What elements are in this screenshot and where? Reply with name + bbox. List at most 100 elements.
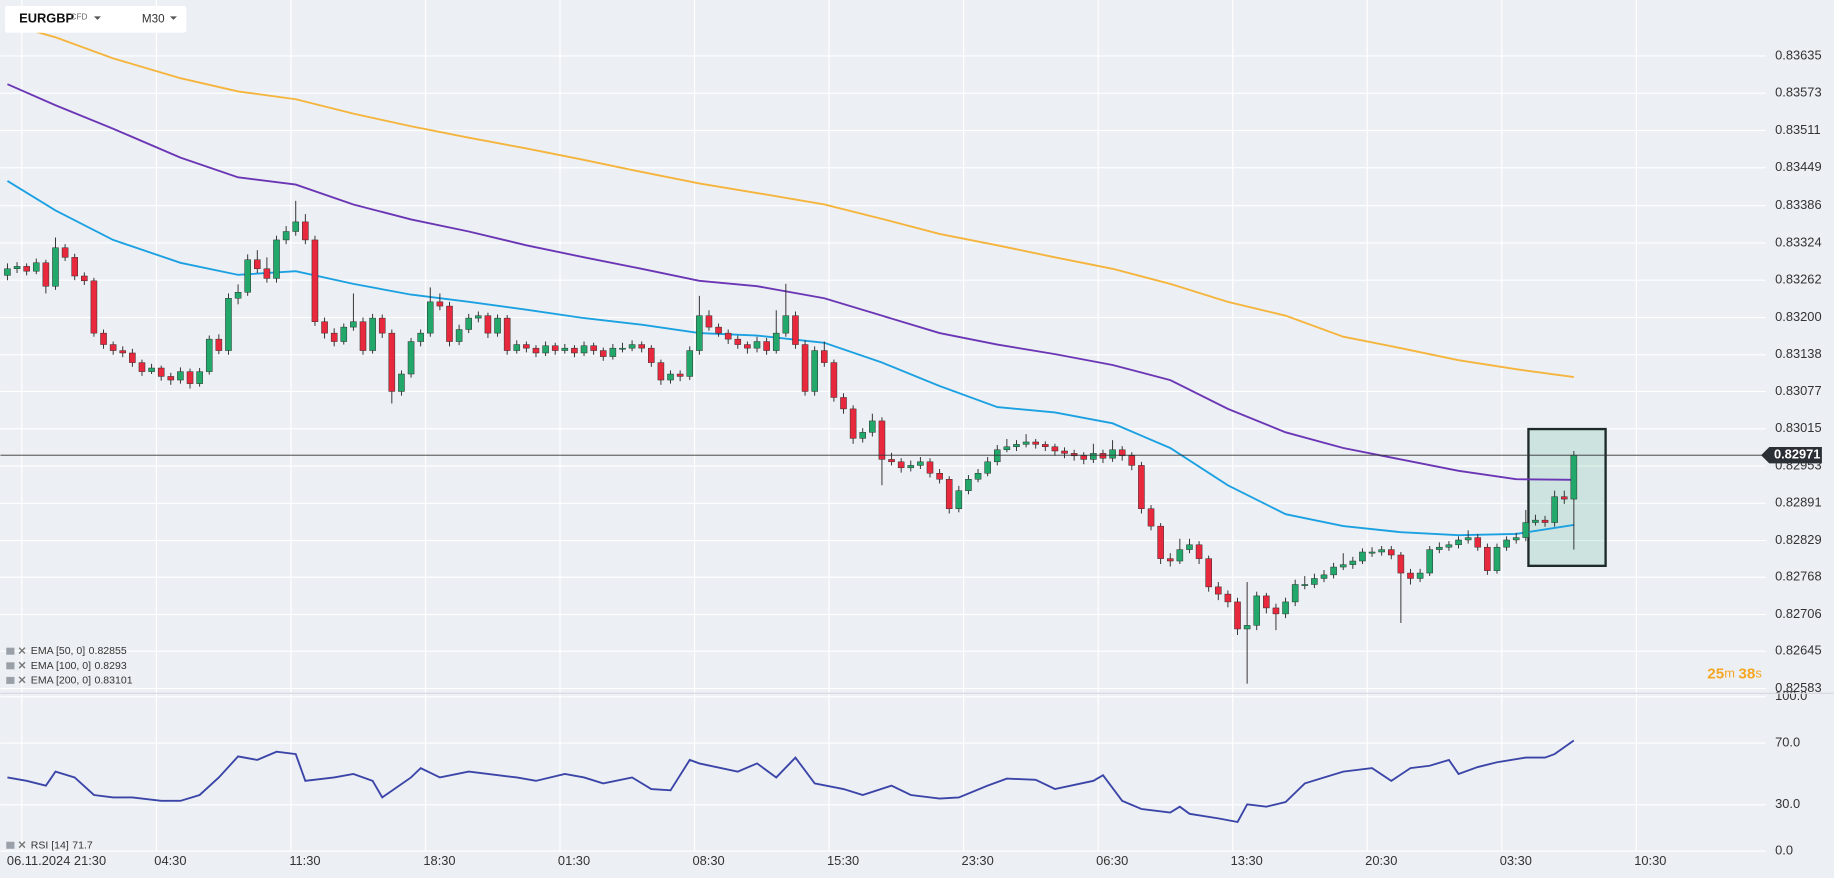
candle-body [157,367,165,377]
candle-body [52,247,59,287]
candle-body [244,259,251,293]
candle-body [772,332,780,351]
candle-body [907,465,915,469]
symbol-box[interactable]: EURGBP CFD M30 [5,5,187,33]
rsi-tick-label: 100.0 [1775,688,1807,703]
candle-body [542,345,549,354]
candle-body [1138,465,1145,509]
x-tick-label: 23:30 [962,853,994,868]
candle-body [1330,566,1337,576]
candle-body [215,338,223,351]
timeframe[interactable]: M30 [142,12,165,25]
candle-body [1474,537,1482,548]
candle-body [378,317,386,334]
y-tick-label: 0.83386 [1775,197,1821,212]
timer-minutes: 25 [1707,666,1724,683]
candle-body [1397,554,1405,574]
rsi-tick-label: 70.0 [1775,734,1800,749]
y-tick-label: 0.83138 [1775,346,1821,361]
candle-body [417,332,424,342]
candle-body [753,341,761,349]
candle-body [1532,519,1539,523]
candle-body [234,292,242,299]
legend-close[interactable] [18,661,26,669]
legend-icon [6,676,15,684]
candle-body [1541,519,1549,523]
candle-body [1560,496,1568,500]
plot: 0.82971 EMA [50, 0] 0.82855 EMA [100, 0] 0.8… [0,22,1822,851]
candle-body [1013,444,1020,448]
candle-body [494,317,501,334]
candle-body [398,373,405,392]
candle-body [1359,551,1366,562]
candle-body [205,338,213,372]
candle-body [619,347,626,350]
candle-body [1455,539,1462,546]
candle-body [532,347,540,354]
candle-body [186,371,194,384]
candle-body [81,275,88,282]
candle-body [811,350,818,392]
timer-seconds: 38 [1738,666,1755,683]
candle-body [1378,549,1385,553]
candle-body [1311,578,1318,585]
candle-body [763,341,770,351]
candle-body [1522,522,1530,538]
candle-body [359,321,367,351]
candle-body [1512,537,1520,541]
candle-body [744,344,751,349]
candle-body [1042,444,1049,448]
y-tick-label: 0.83077 [1775,383,1821,398]
candle-body [1215,586,1222,595]
candle-body [1551,496,1558,523]
candle-body [503,317,511,351]
x-tick-label: 08:30 [692,853,724,868]
y-tick-label: 0.83200 [1775,309,1821,324]
legend-close[interactable] [18,676,26,684]
candle-body [551,345,559,351]
candle-body [801,344,809,392]
indicator-line [7,22,1574,378]
candle-body [263,268,271,279]
candle-body [1349,560,1357,565]
candle-body [1186,544,1193,550]
candle-body [580,345,588,354]
candle-body [292,221,300,232]
candle-body [561,347,569,351]
candle-body [1416,572,1424,579]
candle-body [955,490,963,509]
candle-body [926,461,934,474]
legend-name: EMA [50, 0] [31,645,85,657]
candle-body [1445,544,1453,548]
candle-body [571,347,578,354]
x-tick-label: 13:30 [1231,853,1263,868]
legend-value: 0.8293 [95,660,127,672]
symbol[interactable]: EURGBP [19,11,74,26]
rsi-tick-label: 0.0 [1775,843,1793,858]
indicator-line [7,739,1575,824]
legend-name: EMA [100, 0] [31,660,91,672]
candle-body [965,479,972,491]
dropdown-caret[interactable] [93,16,101,20]
candle-body [1224,593,1232,603]
x-tick-label: 03:30 [1500,853,1532,868]
legend-value: 71.7 [72,839,93,851]
dropdown-caret[interactable] [169,16,177,20]
x-tick-label: 01:30 [558,853,590,868]
candle-body [302,221,309,241]
candle-body [696,315,703,351]
candle-body [321,321,328,334]
y-tick-label: 0.82829 [1775,532,1821,547]
timer-unit: s [1755,666,1761,681]
candle-body [1147,508,1155,527]
candle-body [974,472,982,480]
candle-body [254,259,261,270]
legend-close[interactable] [18,647,26,655]
candle-body [1080,455,1088,460]
current-price-label: 0.82971 [1774,447,1820,462]
candle-body [513,344,521,351]
legend-entry: RSI [14] 71.7 [31,839,93,851]
legend-icon [6,662,15,670]
candle-body [129,352,136,363]
legend-close[interactable] [18,841,26,849]
